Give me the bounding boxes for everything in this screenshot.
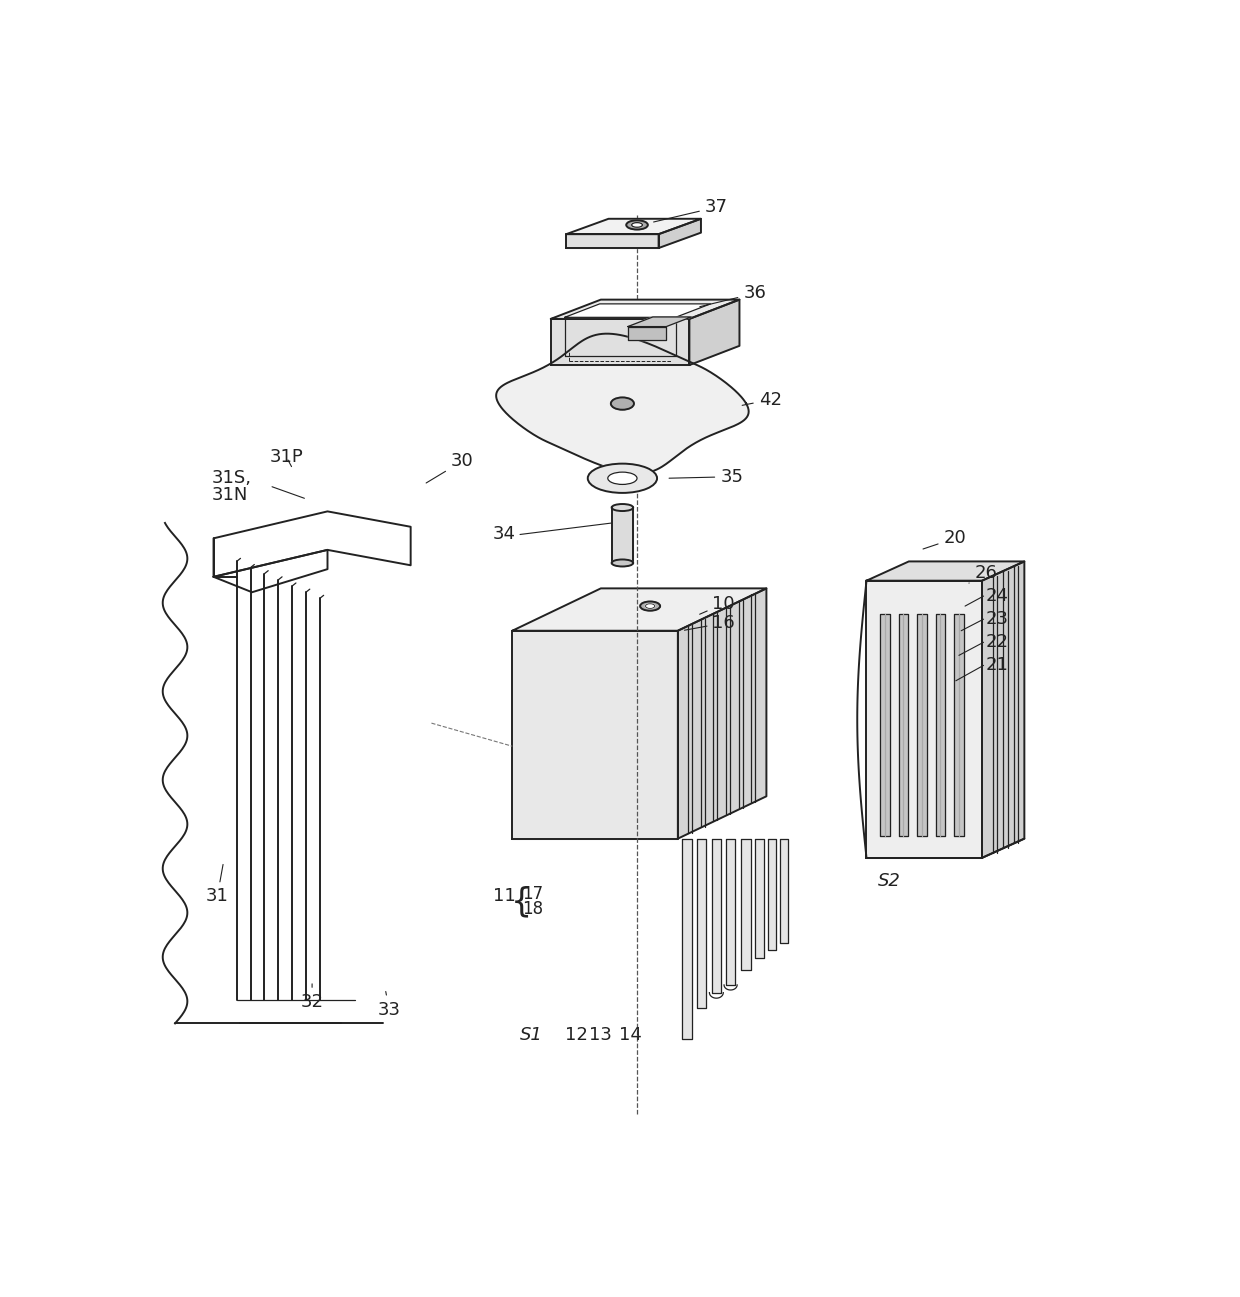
Polygon shape xyxy=(551,319,689,364)
Text: 13: 13 xyxy=(589,1026,613,1044)
Polygon shape xyxy=(627,327,666,340)
Polygon shape xyxy=(936,613,945,835)
Text: 31S,: 31S, xyxy=(212,470,252,488)
Text: 16: 16 xyxy=(684,613,735,632)
Ellipse shape xyxy=(646,604,655,608)
Polygon shape xyxy=(768,839,776,951)
Polygon shape xyxy=(678,589,766,839)
Text: 32: 32 xyxy=(300,984,324,1010)
Polygon shape xyxy=(697,839,707,1008)
Text: 31N: 31N xyxy=(212,486,248,505)
Text: 26: 26 xyxy=(968,564,997,584)
Polygon shape xyxy=(712,839,720,992)
Text: 11: 11 xyxy=(494,887,516,905)
Polygon shape xyxy=(689,300,739,364)
Polygon shape xyxy=(611,507,634,563)
Text: 17: 17 xyxy=(522,885,543,903)
Ellipse shape xyxy=(588,463,657,493)
Ellipse shape xyxy=(608,472,637,485)
Text: 21: 21 xyxy=(986,656,1008,674)
Polygon shape xyxy=(658,219,701,248)
Polygon shape xyxy=(567,219,701,235)
Text: 12: 12 xyxy=(564,1026,588,1044)
Polygon shape xyxy=(780,839,787,943)
Text: 18: 18 xyxy=(522,900,543,918)
Text: {: { xyxy=(511,886,532,918)
Polygon shape xyxy=(496,333,749,473)
Text: 31: 31 xyxy=(206,865,228,905)
Polygon shape xyxy=(564,303,711,318)
Ellipse shape xyxy=(611,559,634,567)
Text: 10: 10 xyxy=(699,595,735,615)
Text: 14: 14 xyxy=(619,1026,641,1044)
Ellipse shape xyxy=(631,223,642,227)
Polygon shape xyxy=(627,316,692,327)
Polygon shape xyxy=(955,613,963,835)
Polygon shape xyxy=(742,839,751,970)
Polygon shape xyxy=(755,839,764,958)
Text: 35: 35 xyxy=(670,468,743,486)
Polygon shape xyxy=(899,613,908,835)
Ellipse shape xyxy=(611,397,634,410)
Text: S1: S1 xyxy=(520,1026,543,1044)
Polygon shape xyxy=(918,613,926,835)
Ellipse shape xyxy=(640,602,660,611)
Text: 22: 22 xyxy=(986,633,1009,651)
Polygon shape xyxy=(512,589,766,630)
Polygon shape xyxy=(867,562,1024,581)
Polygon shape xyxy=(727,839,735,984)
Polygon shape xyxy=(567,235,658,248)
Ellipse shape xyxy=(626,220,647,230)
Ellipse shape xyxy=(611,505,634,511)
Text: 42: 42 xyxy=(743,390,781,409)
Text: 34: 34 xyxy=(494,525,516,543)
Text: S2: S2 xyxy=(878,872,901,890)
Polygon shape xyxy=(982,562,1024,857)
Polygon shape xyxy=(682,839,692,1039)
Text: 31P: 31P xyxy=(270,449,304,467)
Text: 20: 20 xyxy=(923,529,966,549)
Polygon shape xyxy=(551,300,739,319)
Polygon shape xyxy=(512,630,678,839)
Polygon shape xyxy=(880,613,889,835)
Text: 36: 36 xyxy=(699,284,766,306)
Polygon shape xyxy=(867,581,982,857)
Text: 30: 30 xyxy=(427,453,474,482)
Text: 23: 23 xyxy=(986,610,1009,628)
Text: 37: 37 xyxy=(653,198,728,222)
Text: 33: 33 xyxy=(377,991,401,1018)
Text: 24: 24 xyxy=(986,588,1009,606)
